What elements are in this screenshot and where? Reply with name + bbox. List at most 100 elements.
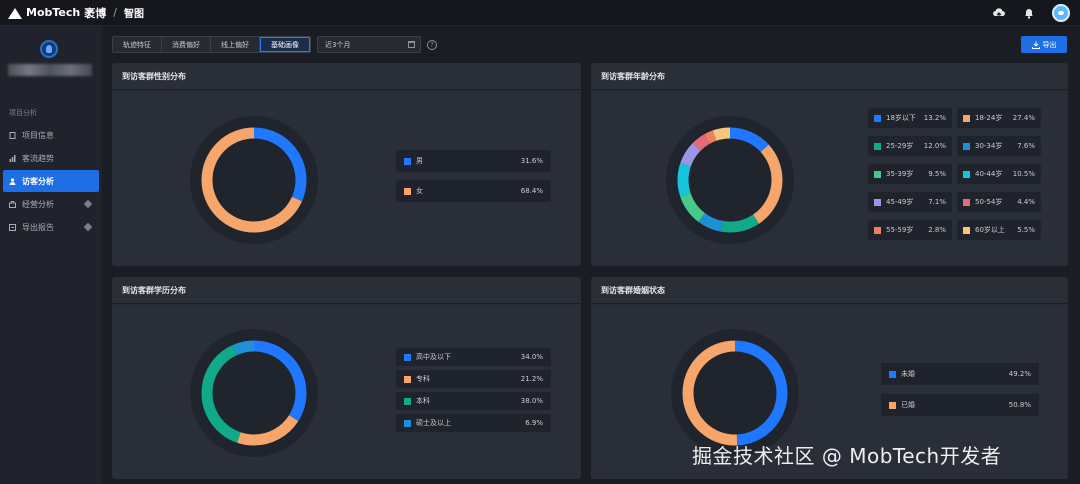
- legend-value: 7.6%: [1017, 142, 1035, 150]
- tab-online-preference[interactable]: 线上偏好: [211, 37, 260, 52]
- legend-item-master: 硕士及以上 6.9%: [396, 414, 551, 432]
- user-avatar[interactable]: [1052, 4, 1070, 22]
- age-slice-2[interactable]: [677, 127, 783, 233]
- watermark-text: 掘金技术社区 @ MobTech开发者: [692, 444, 1002, 468]
- legend-swatch: [404, 397, 411, 405]
- age-slice-5[interactable]: [677, 127, 783, 233]
- age-slice-1[interactable]: [677, 127, 783, 233]
- mobtech-logo-icon: [8, 7, 22, 19]
- project-avatar-icon: [40, 40, 58, 58]
- sidebar-item-visitor-analysis[interactable]: 访客分析: [3, 170, 99, 192]
- legend-item-female: 女 68.4%: [396, 180, 551, 202]
- legend-value: 2.8%: [928, 226, 946, 234]
- legend-value: 13.2%: [923, 114, 946, 122]
- legend-swatch: [963, 226, 970, 234]
- age-slice-9[interactable]: [677, 127, 783, 233]
- sidebar-item-label: 访客分析: [22, 176, 54, 186]
- marital-donut-chart: [671, 329, 799, 457]
- bell-icon[interactable]: [1022, 6, 1036, 20]
- legend-swatch: [889, 401, 896, 409]
- legend-value: 50.8%: [1008, 401, 1031, 409]
- bar-chart-icon: [9, 154, 16, 162]
- age-donut-chart: [666, 116, 794, 244]
- document-icon: [9, 131, 16, 139]
- premium-diamond-icon: [83, 222, 93, 232]
- tab-consumption-preference[interactable]: 消费偏好: [162, 37, 211, 52]
- legend-swatch: [874, 142, 881, 150]
- sidebar-item-label: 客流趋势: [22, 153, 54, 163]
- legend-swatch: [874, 114, 881, 122]
- legend-item-age: 50-54岁 4.4%: [957, 192, 1041, 212]
- date-range-select[interactable]: 近3个月: [317, 36, 421, 53]
- legend-swatch: [963, 198, 970, 206]
- legend-item-married: 已婚 50.8%: [881, 394, 1039, 416]
- legend-value: 5.5%: [1017, 226, 1035, 234]
- blurred-project-name: [8, 64, 92, 76]
- legend-item-junior-college: 专科 21.2%: [396, 370, 551, 388]
- legend-label: 女: [416, 187, 423, 195]
- legend-label: 未婚: [901, 370, 915, 378]
- legend-swatch: [874, 198, 881, 206]
- legend-swatch: [963, 142, 970, 150]
- legend-value: 7.1%: [928, 198, 946, 206]
- education-slice-1[interactable]: [201, 340, 307, 446]
- legend-swatch: [963, 170, 970, 178]
- calendar-icon: [408, 41, 415, 48]
- legend-swatch: [874, 226, 881, 234]
- sidebar-item-project-info[interactable]: 项目信息: [3, 124, 99, 146]
- legend-swatch: [404, 157, 411, 165]
- legend-label: 18岁以下: [886, 114, 916, 122]
- export-label: 导出: [1042, 40, 1057, 49]
- legend-label: 30-34岁: [975, 142, 1003, 150]
- legend-item-age: 60岁以上 5.5%: [957, 220, 1041, 240]
- legend-item-age: 35-39岁 9.5%: [868, 164, 952, 184]
- product-name: 智图: [123, 9, 144, 20]
- sidebar-item-traffic-trend[interactable]: 客流趋势: [3, 147, 99, 169]
- legend-label: 硕士及以上: [416, 419, 451, 427]
- gender-slice-1[interactable]: [201, 127, 307, 233]
- briefcase-icon: [9, 200, 16, 208]
- premium-diamond-icon: [83, 199, 93, 209]
- legend-value: 6.9%: [525, 419, 543, 427]
- category-tabs: 轨迹特征 消费偏好 线上偏好 基础画像: [112, 36, 311, 53]
- legend-value: 9.5%: [928, 170, 946, 178]
- legend-swatch: [404, 419, 411, 427]
- legend-label: 专科: [416, 375, 430, 383]
- education-slice-3[interactable]: [201, 340, 307, 446]
- panel-title: 到访客群婚姻状态: [591, 277, 1068, 304]
- legend-item-age: 40-44岁 10.5%: [957, 164, 1041, 184]
- brand-logo[interactable]: MobTech 袤博 / 智图: [0, 5, 144, 21]
- sidebar-section-title: 项目分析: [9, 109, 37, 117]
- sidebar-item-business-analysis[interactable]: 经营分析: [3, 193, 99, 215]
- upload-cloud-icon[interactable]: [992, 6, 1006, 20]
- marital-panel: 到访客群婚姻状态 未婚 49.2% 已婚 50.8%: [591, 277, 1068, 479]
- date-range-value: 近3个月: [325, 40, 351, 49]
- report-icon: [9, 223, 16, 231]
- gender-donut-chart: [190, 116, 318, 244]
- panel-title: 到访客群年龄分布: [591, 63, 1068, 90]
- sidebar-item-export-report[interactable]: 导出报告: [3, 216, 99, 238]
- age-panel: 到访客群年龄分布 18岁以下 13.2% 18-24岁 27.4% 25-29岁 12.0…: [591, 63, 1068, 266]
- export-button[interactable]: 导出: [1021, 36, 1067, 53]
- legend-item-bachelor: 本科 38.0%: [396, 392, 551, 410]
- legend-swatch: [404, 375, 411, 383]
- legend-swatch: [404, 353, 411, 361]
- education-slice-2[interactable]: [201, 340, 307, 446]
- help-icon[interactable]: ?: [427, 39, 437, 50]
- legend-item-age: 45-49岁 7.1%: [868, 192, 952, 212]
- marital-slice-1[interactable]: [682, 340, 788, 446]
- legend-label: 18-24岁: [975, 114, 1003, 122]
- legend-value: 31.6%: [520, 157, 543, 165]
- legend-item-age: 55-59岁 2.8%: [868, 220, 952, 240]
- legend-value: 34.0%: [520, 353, 543, 361]
- gender-panel: 到访客群性别分布 男 31.6% 女 68.4%: [112, 63, 581, 266]
- legend-value: 4.4%: [1017, 198, 1035, 206]
- legend-item-high-school: 高中及以下 34.0%: [396, 348, 551, 366]
- legend-value: 38.0%: [520, 397, 543, 405]
- sidebar-item-label: 导出报告: [22, 222, 54, 232]
- legend-item-unmarried: 未婚 49.2%: [881, 363, 1039, 385]
- legend-label: 本科: [416, 397, 430, 405]
- legend-swatch: [874, 170, 881, 178]
- tab-basic-profile[interactable]: 基础画像: [260, 37, 310, 52]
- tab-trajectory-features[interactable]: 轨迹特征: [113, 37, 162, 52]
